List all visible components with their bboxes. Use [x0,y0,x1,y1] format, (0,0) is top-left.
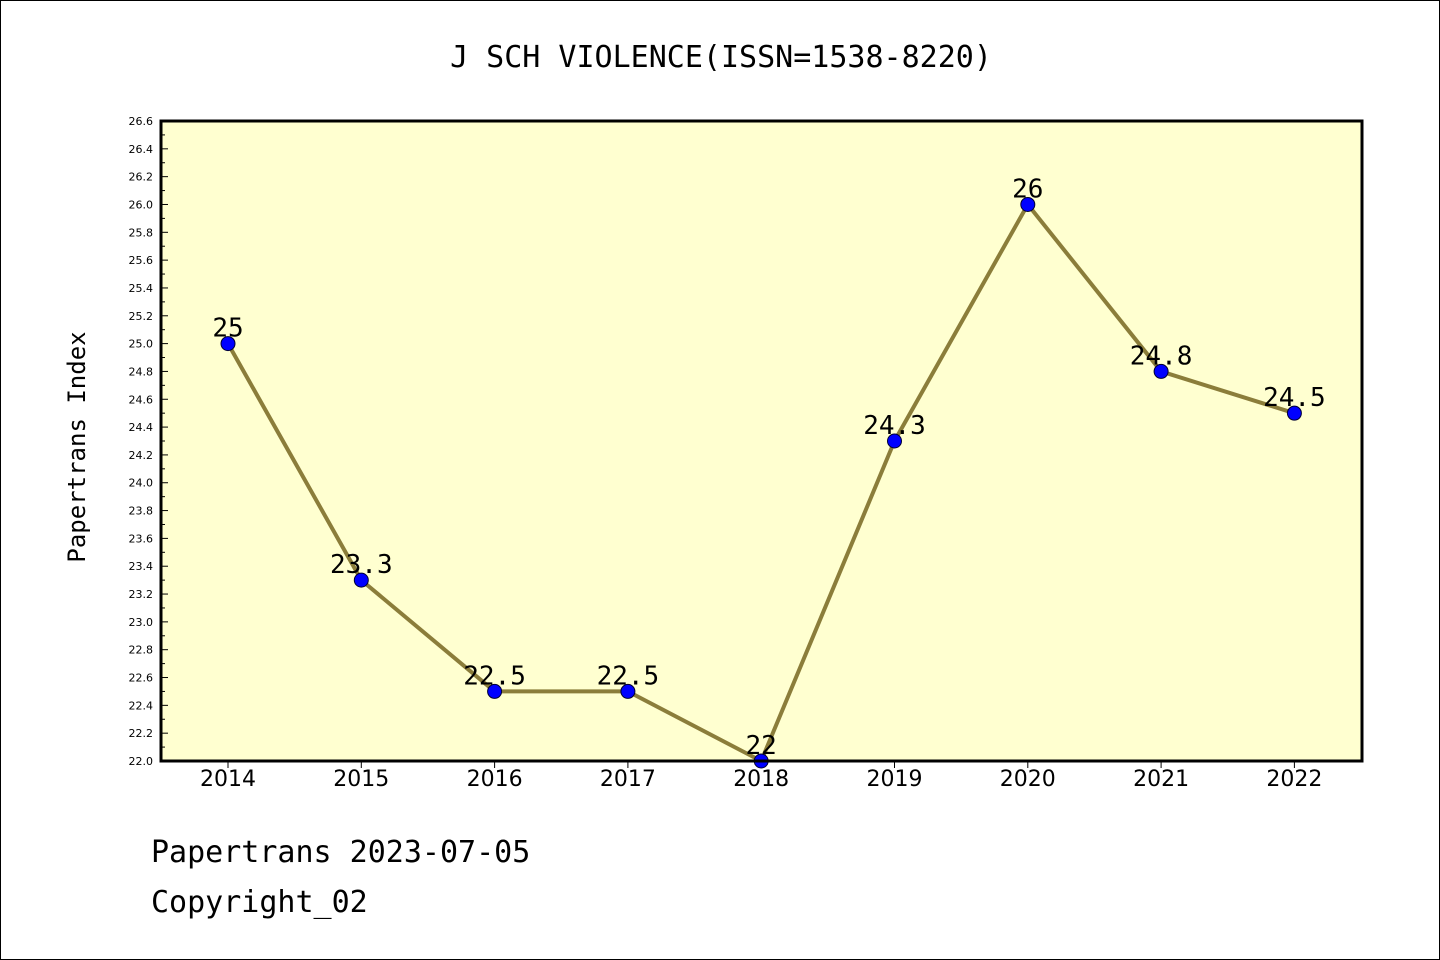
x-tick-label: 2015 [333,767,389,792]
x-tick-label: 2017 [600,767,656,792]
y-tick-label: 25.8 [129,226,154,239]
data-point-marker [620,683,636,699]
y-tick-label: 24.0 [129,477,154,490]
x-axis-ticks: 2014 2015 2016 2017 2018 2019 2020 2021 2022 [200,761,1322,792]
y-tick-label: 22.2 [129,727,154,740]
data-point-marker [1020,196,1036,212]
data-label: 24.5 [1263,383,1326,413]
data-point-marker [1286,405,1302,421]
y-tick-label: 24.6 [129,393,154,406]
data-point-marker [353,572,369,588]
y-axis-label: Papertrans Index [63,331,91,562]
data-label: 24.8 [1130,341,1193,371]
data-label: 22 [746,731,777,761]
y-tick-label: 25.4 [129,282,154,295]
y-tick-label: 24.2 [129,449,154,462]
y-tick-label: 25.0 [129,338,154,351]
data-point-marker [887,433,902,449]
data-label: 23.3 [330,550,393,580]
y-tick-label: 26.4 [129,143,154,156]
y-tick-label: 26.2 [129,171,154,184]
x-tick-label: 2020 [1000,767,1056,792]
x-tick-label: 2018 [733,767,789,792]
y-tick-label: 25.2 [129,310,154,323]
y-tick-label: 22.0 [129,755,154,768]
y-tick-label: 22.6 [129,672,154,685]
data-labels: 25 23.3 22.5 22.5 22 24.3 26 24.8 24.5 [212,174,1325,761]
y-tick-label: 26.6 [129,115,154,128]
x-tick-label: 2016 [467,767,523,792]
y-tick-label: 22.8 [129,644,154,657]
footer-date-text: Papertrans 2023-07-05 [151,835,531,870]
y-tick-label: 24.4 [129,421,154,434]
y-tick-label: 22.4 [129,699,154,712]
y-tick-label: 23.0 [129,616,154,629]
footer-copyright: Copyright_02 [151,885,368,920]
x-tick-label: 2022 [1266,767,1322,792]
data-label: 24.3 [863,411,926,441]
x-tick-label: 2019 [867,767,923,792]
x-tick-label: 2021 [1133,767,1189,792]
chart-title: J SCH VIOLENCE(ISSN=1538-8220) [450,40,992,75]
y-tick-label: 26.0 [129,198,154,211]
data-label: 26 [1012,174,1043,204]
y-tick-label: 24.8 [129,365,154,378]
plot-area [161,121,1362,761]
data-label: 22.5 [597,661,660,691]
data-point-marker [487,683,503,699]
y-axis-ticks: 22.0 22.2 22.4 22.6 22.8 23.0 23.2 23.4 23.6 23.8… [129,115,168,768]
y-tick-label: 23.2 [129,588,154,601]
y-tick-label: 23.6 [129,532,154,545]
x-tick-label: 2014 [200,767,256,792]
y-tick-label: 23.4 [129,560,154,573]
y-tick-label: 23.8 [129,505,154,518]
plot-border [159,119,1364,763]
data-point-marker [1153,363,1169,379]
y-tick-label: 25.6 [129,254,154,267]
data-label: 25 [212,314,243,344]
data-point-marker [220,336,236,352]
data-label: 22.5 [463,661,526,691]
